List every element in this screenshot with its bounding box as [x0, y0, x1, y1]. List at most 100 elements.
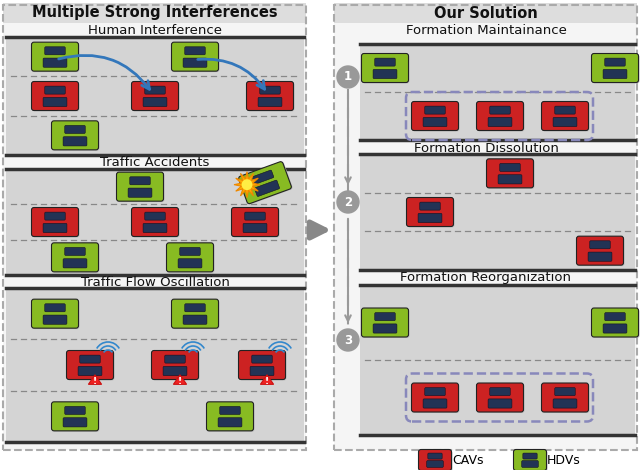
FancyBboxPatch shape — [591, 54, 639, 83]
FancyBboxPatch shape — [45, 47, 65, 55]
FancyBboxPatch shape — [180, 247, 200, 256]
FancyBboxPatch shape — [45, 212, 65, 220]
FancyBboxPatch shape — [163, 367, 187, 376]
FancyBboxPatch shape — [232, 207, 278, 236]
Bar — [334, 3, 637, 23]
FancyBboxPatch shape — [43, 315, 67, 324]
FancyBboxPatch shape — [143, 97, 167, 107]
Bar — [6, 37, 304, 155]
Polygon shape — [88, 375, 102, 384]
FancyBboxPatch shape — [172, 299, 218, 328]
Circle shape — [337, 66, 359, 88]
FancyBboxPatch shape — [412, 383, 458, 412]
FancyBboxPatch shape — [67, 352, 115, 381]
FancyBboxPatch shape — [258, 97, 282, 107]
FancyBboxPatch shape — [45, 86, 65, 94]
FancyBboxPatch shape — [173, 43, 220, 72]
FancyBboxPatch shape — [183, 315, 207, 324]
FancyBboxPatch shape — [63, 137, 87, 146]
FancyBboxPatch shape — [522, 461, 538, 467]
FancyBboxPatch shape — [500, 164, 520, 172]
FancyBboxPatch shape — [418, 213, 442, 223]
FancyBboxPatch shape — [498, 175, 522, 184]
FancyBboxPatch shape — [603, 324, 627, 333]
FancyBboxPatch shape — [488, 399, 512, 408]
FancyBboxPatch shape — [523, 453, 537, 459]
FancyBboxPatch shape — [260, 86, 280, 94]
FancyBboxPatch shape — [543, 102, 589, 132]
FancyBboxPatch shape — [145, 212, 165, 220]
FancyBboxPatch shape — [116, 172, 163, 201]
FancyBboxPatch shape — [131, 81, 179, 110]
FancyBboxPatch shape — [185, 47, 205, 55]
FancyBboxPatch shape — [427, 461, 444, 467]
Text: Traffic Flow Oscillation: Traffic Flow Oscillation — [81, 275, 229, 289]
FancyBboxPatch shape — [128, 188, 152, 197]
Text: 3: 3 — [344, 334, 352, 346]
Text: CAVs: CAVs — [452, 454, 483, 467]
Text: Traffic Accidents: Traffic Accidents — [100, 157, 210, 170]
FancyBboxPatch shape — [486, 159, 534, 188]
FancyBboxPatch shape — [603, 70, 627, 78]
FancyBboxPatch shape — [33, 300, 79, 329]
FancyBboxPatch shape — [255, 180, 280, 196]
FancyBboxPatch shape — [375, 313, 396, 321]
FancyBboxPatch shape — [477, 102, 525, 132]
FancyBboxPatch shape — [490, 388, 510, 396]
FancyBboxPatch shape — [477, 102, 524, 131]
FancyBboxPatch shape — [185, 304, 205, 312]
FancyBboxPatch shape — [78, 367, 102, 376]
FancyBboxPatch shape — [31, 299, 79, 328]
FancyBboxPatch shape — [250, 367, 274, 376]
Bar — [360, 44, 635, 140]
FancyBboxPatch shape — [239, 162, 291, 204]
FancyBboxPatch shape — [178, 258, 202, 268]
Polygon shape — [234, 172, 260, 198]
FancyBboxPatch shape — [553, 399, 577, 408]
FancyBboxPatch shape — [166, 243, 214, 272]
FancyBboxPatch shape — [131, 207, 179, 236]
FancyBboxPatch shape — [52, 403, 99, 432]
FancyBboxPatch shape — [362, 55, 410, 84]
FancyBboxPatch shape — [423, 399, 447, 408]
Text: Formation Reorganization: Formation Reorganization — [401, 272, 572, 284]
FancyBboxPatch shape — [406, 197, 454, 227]
Text: !: ! — [178, 377, 182, 386]
FancyBboxPatch shape — [43, 97, 67, 107]
FancyBboxPatch shape — [248, 83, 294, 111]
FancyBboxPatch shape — [172, 42, 218, 71]
FancyBboxPatch shape — [412, 102, 458, 131]
FancyBboxPatch shape — [362, 308, 408, 337]
FancyBboxPatch shape — [541, 383, 589, 412]
FancyBboxPatch shape — [240, 162, 292, 204]
FancyBboxPatch shape — [553, 118, 577, 126]
FancyBboxPatch shape — [477, 384, 525, 413]
FancyBboxPatch shape — [33, 83, 79, 111]
FancyBboxPatch shape — [362, 309, 410, 338]
Circle shape — [243, 180, 252, 189]
FancyBboxPatch shape — [232, 209, 280, 237]
FancyBboxPatch shape — [605, 58, 625, 66]
FancyBboxPatch shape — [590, 241, 611, 249]
FancyBboxPatch shape — [143, 223, 167, 233]
FancyBboxPatch shape — [252, 355, 272, 363]
FancyBboxPatch shape — [31, 81, 79, 110]
FancyBboxPatch shape — [31, 42, 79, 71]
FancyBboxPatch shape — [515, 451, 547, 470]
Bar — [3, 5, 306, 450]
FancyBboxPatch shape — [605, 313, 625, 321]
Text: 2: 2 — [344, 196, 352, 209]
FancyBboxPatch shape — [425, 106, 445, 114]
FancyBboxPatch shape — [52, 244, 99, 273]
FancyBboxPatch shape — [152, 352, 200, 381]
Text: !: ! — [93, 377, 97, 386]
FancyBboxPatch shape — [555, 106, 575, 114]
FancyBboxPatch shape — [33, 43, 79, 72]
FancyBboxPatch shape — [428, 453, 442, 459]
FancyBboxPatch shape — [132, 209, 179, 237]
FancyBboxPatch shape — [130, 177, 150, 185]
FancyBboxPatch shape — [65, 407, 85, 415]
Bar — [6, 169, 304, 275]
FancyBboxPatch shape — [375, 58, 396, 66]
FancyBboxPatch shape — [541, 102, 589, 131]
